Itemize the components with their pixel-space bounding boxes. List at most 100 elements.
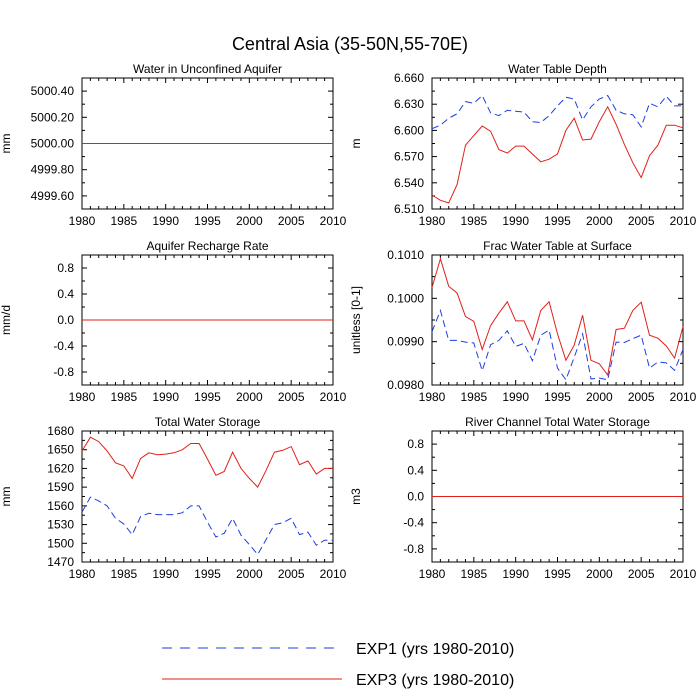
- x-tick-label: 1995: [544, 390, 571, 404]
- y-tick-label: 1530: [47, 518, 74, 532]
- y-axis-label: m: [349, 139, 363, 149]
- x-tick-label: 2000: [586, 390, 613, 404]
- y-tick-label: 0.0: [407, 490, 424, 504]
- y-axis-label: unitless [0-1]: [349, 286, 363, 354]
- chart-title: Water Table Depth: [508, 62, 607, 76]
- y-tick-label: 1680: [47, 424, 74, 438]
- figure-title: Central Asia (35-50N,55-70E): [232, 34, 468, 54]
- x-tick-label: 2000: [236, 390, 263, 404]
- chart-title: River Channel Total Water Storage: [465, 415, 650, 429]
- y-tick-label: 5000.40: [31, 84, 75, 98]
- x-tick-label: 2000: [586, 567, 613, 581]
- y-tick-label: -0.8: [53, 365, 74, 379]
- x-tick-label: 1985: [460, 567, 487, 581]
- y-tick-label: 5000.00: [31, 137, 75, 151]
- x-tick-label: 1995: [194, 214, 221, 228]
- x-tick-label: 1980: [419, 214, 446, 228]
- x-tick-label: 2010: [670, 567, 697, 581]
- x-tick-label: 1985: [110, 390, 137, 404]
- series-line-exp1: [431, 94, 683, 130]
- y-axis-label: mm: [0, 487, 13, 507]
- x-tick-label: 2005: [628, 214, 655, 228]
- chart-wtd: Water Table Depth m 1980 1985 1990 1995 2000 20…: [349, 62, 697, 228]
- y-tick-label: 6.510: [394, 202, 424, 216]
- x-tick-label: 2000: [236, 567, 263, 581]
- chart-river: River Channel Total Water Storage m3 1980 1…: [349, 415, 697, 581]
- y-axis-label: m3: [349, 488, 363, 505]
- x-tick-label: 1990: [152, 214, 179, 228]
- x-tick-label: 2005: [628, 567, 655, 581]
- chart-unconfined: Water in Unconfined Aquifer mm 1980 1985 199…: [0, 62, 347, 228]
- x-tick-label: 2010: [670, 390, 697, 404]
- chart-title: Aquifer Recharge Rate: [146, 239, 268, 253]
- x-tick-label: 2005: [628, 390, 655, 404]
- y-tick-label: 1650: [47, 443, 74, 457]
- x-tick-label: 2010: [320, 567, 347, 581]
- y-tick-label: -0.4: [403, 516, 424, 530]
- x-tick-label: 1995: [544, 567, 571, 581]
- y-tick-label: 0.1010: [387, 248, 424, 262]
- y-tick-label: 1560: [47, 499, 74, 513]
- x-tick-label: 1990: [502, 567, 529, 581]
- x-tick-label: 1995: [194, 567, 221, 581]
- chart-title: Total Water Storage: [155, 415, 261, 429]
- y-tick-label: 6.540: [394, 176, 424, 190]
- series-line-exp3: [431, 257, 684, 377]
- x-tick-label: 1990: [502, 214, 529, 228]
- x-tick-label: 2000: [586, 214, 613, 228]
- series-line-exp3: [431, 105, 684, 204]
- y-tick-label: 0.0990: [387, 335, 424, 349]
- y-tick-label: 6.570: [394, 150, 424, 164]
- y-tick-label: 5000.20: [31, 110, 75, 124]
- chart-recharge: Aquifer Recharge Rate mm/d 1980 1985 1990 199…: [0, 239, 347, 404]
- x-tick-label: 1995: [194, 390, 221, 404]
- x-tick-label: 1995: [544, 214, 571, 228]
- y-tick-label: 1470: [47, 555, 74, 569]
- x-tick-label: 1985: [110, 214, 137, 228]
- y-tick-label: 1500: [47, 536, 74, 550]
- y-tick-label: -0.4: [53, 339, 74, 353]
- x-tick-label: 1980: [69, 214, 96, 228]
- y-tick-label: 0.0: [57, 313, 74, 327]
- y-tick-label: 6.600: [394, 123, 424, 137]
- series-line-exp1: [431, 308, 684, 381]
- y-tick-label: -0.8: [403, 542, 424, 556]
- x-tick-label: 1980: [419, 390, 446, 404]
- y-tick-label: 4999.60: [31, 189, 75, 203]
- x-tick-label: 1985: [460, 390, 487, 404]
- y-axis-label: mm: [0, 134, 13, 154]
- x-tick-label: 1980: [419, 567, 446, 581]
- x-tick-label: 1980: [69, 567, 96, 581]
- x-tick-label: 2005: [278, 214, 305, 228]
- chart-tws: Total Water Storage mm 1980 1985 1990 1995 200…: [0, 415, 347, 581]
- x-tick-label: 1990: [502, 390, 529, 404]
- y-tick-label: 0.4: [57, 287, 74, 301]
- y-tick-label: 0.1000: [387, 291, 424, 305]
- x-tick-label: 1990: [152, 390, 179, 404]
- legend-label-exp1: EXP1 (yrs 1980-2010): [356, 641, 514, 658]
- chart-title: Frac Water Table at Surface: [483, 239, 632, 253]
- series-line-exp3: [81, 436, 333, 488]
- y-tick-label: 0.4: [407, 463, 424, 477]
- series-line-exp1: [81, 496, 333, 556]
- x-tick-label: 2000: [236, 214, 263, 228]
- plot-frame: [431, 77, 684, 210]
- y-axis-label: mm/d: [0, 305, 13, 335]
- y-tick-label: 0.8: [407, 437, 424, 451]
- x-tick-label: 1985: [460, 214, 487, 228]
- x-tick-label: 1985: [110, 567, 137, 581]
- x-tick-label: 2005: [278, 567, 305, 581]
- legend-label-exp3: EXP3 (yrs 1980-2010): [356, 672, 514, 689]
- y-tick-label: 0.8: [57, 261, 74, 275]
- chart-title: Water in Unconfined Aquifer: [133, 62, 282, 76]
- x-tick-label: 2005: [278, 390, 305, 404]
- x-tick-label: 2010: [320, 214, 347, 228]
- y-tick-label: 4999.80: [31, 163, 75, 177]
- x-tick-label: 2010: [670, 214, 697, 228]
- y-tick-label: 6.630: [394, 97, 424, 111]
- x-tick-label: 1990: [152, 567, 179, 581]
- x-tick-label: 2010: [320, 390, 347, 404]
- y-tick-label: 1590: [47, 480, 74, 494]
- y-tick-label: 1620: [47, 461, 74, 475]
- chart-frac: Frac Water Table at Surface unitless [0-1…: [349, 239, 697, 404]
